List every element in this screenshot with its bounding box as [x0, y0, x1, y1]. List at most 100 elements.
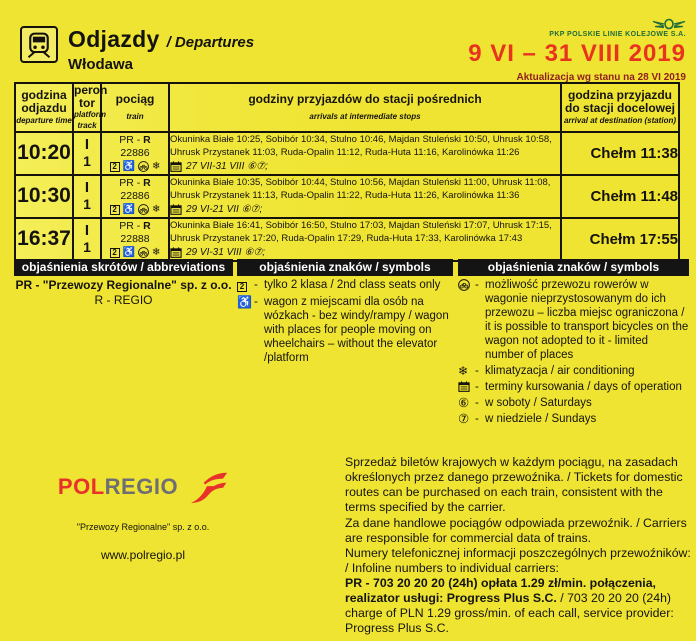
intermediate-stops: Okuninka Białe 10:25, Sobibór 10:34, Stu…: [170, 134, 552, 158]
legend-text: w soboty / Saturdays: [485, 397, 592, 410]
info-carriers: Za dane handlowe pociągów odpowiada prze…: [345, 515, 687, 545]
departure-time: 16:37: [14, 216, 74, 262]
legend-dash: -: [475, 365, 479, 378]
departure-time: 10:30: [14, 173, 74, 219]
train-number: 22888: [120, 233, 150, 246]
destination-arrival: Chełm 11:38: [560, 130, 680, 176]
carrier-company-name: "Przewozy Regionalne" sp. z o.o.: [76, 522, 210, 532]
abbr-pr: PR - "Przewozy Regionalne" sp. z o.o.: [15, 278, 232, 292]
legend-item-second-class: 2 - tylko 2 klasa / 2nd class seats only: [237, 278, 453, 293]
calendar-icon: [458, 380, 475, 394]
second-class-icon: 2: [109, 204, 120, 215]
legend-dash: -: [475, 397, 479, 410]
col-header-track-pl: tor: [79, 95, 95, 110]
platform-value: I: [84, 136, 90, 154]
legend-item-days-of-operation: - terminy kursowania / days of operation: [458, 380, 689, 394]
stops-cell: Okuninka Białe 10:25, Sobibór 10:34, Stu…: [168, 130, 562, 176]
air-conditioning-icon: ❄: [458, 364, 469, 379]
track-value: 1: [83, 238, 91, 255]
second-class-icon: 2: [109, 247, 120, 258]
bicycle-icon: [138, 247, 149, 259]
circled-six-icon: ⑥: [458, 396, 470, 411]
page-title: Odjazdy: [68, 26, 160, 52]
wheelchair-icon: ♿: [237, 295, 252, 310]
col-header-train: pociąg train: [100, 82, 170, 133]
polregio-bird-icon: [186, 468, 228, 506]
legend-symbols1-header: objaśnienia znaków / symbols: [237, 259, 453, 276]
track-value: 1: [83, 195, 91, 212]
wheelchair-icon: ♿: [122, 203, 136, 215]
carrier-website: www.polregio.pl: [100, 548, 186, 562]
train-category: R: [143, 220, 151, 233]
legend-item-saturdays: ⑥ - w soboty / Saturdays: [458, 396, 689, 410]
table-row: 10:30 I 1 PR - R 22886 2 ♿ ❄ Okuninka Bi…: [14, 173, 680, 219]
station-name: Włodawa: [68, 56, 134, 73]
legend-text: wagon z miejscami dla osób na wózkach - …: [264, 296, 449, 365]
legend-text: terminy kursowania / days of operation: [485, 381, 682, 394]
legend-symbols2-header: objaśnienia znaków / symbols: [458, 259, 689, 276]
col-header-platform-en: platform: [74, 110, 106, 120]
train-category: R: [143, 134, 151, 147]
col-header-train-pl: pociąg: [115, 91, 155, 106]
legend-text: tylko 2 klasa / 2nd class seats only: [264, 279, 441, 291]
validity-date-range: 9 VI – 31 VIII 2019: [468, 40, 686, 67]
intermediate-stops: Okuninka Białe 16:41, Sobibór 16:50, Stu…: [170, 220, 552, 244]
logo-regio: REGIO: [104, 474, 179, 499]
calendar-icon: [170, 247, 182, 258]
polregio-wordmark: POLREGIO: [58, 474, 178, 500]
logo-pol: POL: [57, 474, 105, 499]
legend-dash: -: [475, 381, 479, 394]
legend-dash: -: [475, 413, 479, 426]
train-category: R: [143, 177, 151, 190]
col-header-train-en: train: [126, 112, 144, 122]
train-carrier: PR -: [119, 220, 144, 233]
legend-text: możliwość przewozu rowerów w wagonie nie…: [485, 279, 689, 362]
pkp-winged-wheel-icon: [652, 18, 686, 30]
header-titles: Odjazdy / Departures Włodawa: [68, 26, 254, 73]
legend-abbreviations: objaśnienia skrótów / abbreviations PR -…: [14, 259, 233, 307]
platform-track-cell: I 1: [72, 216, 102, 262]
destination-arrival: Chełm 17:55: [560, 216, 680, 262]
legend-dash: -: [254, 279, 258, 291]
col-header-time-pl: godzina odjazdu: [21, 88, 67, 115]
col-header-departure-time: godzina odjazdu departure time: [14, 82, 74, 133]
polregio-logo-block: POLREGIO "Przewozy Regionalne" sp. z o.o…: [38, 468, 248, 562]
col-header-time-en: departure time: [16, 115, 72, 125]
update-note: Aktualizacja wg stanu na 28 VI 2019: [516, 72, 686, 83]
bicycle-icon: [138, 161, 149, 173]
wheelchair-icon: ♿: [122, 160, 136, 172]
platform-value: I: [84, 222, 90, 240]
info-phone-pl: PR - 703 20 20 20 (24h) opłata 1.29 zł/m…: [345, 576, 656, 606]
table-row: 16:37 I 1 PR - R 22888 2 ♿ ❄ Okuninka Bi…: [14, 216, 680, 262]
air-conditioning-icon: ❄: [152, 246, 161, 258]
legend-text: w niedziele / Sundays: [485, 413, 597, 426]
table-header-row: godzina odjazdu departure time peron tor…: [14, 82, 680, 133]
header-left: Odjazdy / Departures Włodawa: [20, 26, 254, 73]
col-header-destination: godzina przyjazdu do stacji docelowej ar…: [560, 82, 680, 133]
air-conditioning-icon: ❄: [152, 160, 161, 172]
legend-text: klimatyzacja / air conditioning: [485, 365, 635, 378]
train-icon: [20, 26, 58, 63]
bicycle-icon: [138, 204, 149, 216]
track-value: 1: [83, 152, 91, 169]
platform-value: I: [84, 179, 90, 197]
departures-table: godzina odjazdu departure time peron tor…: [14, 82, 680, 262]
col-header-stops-en: arrivals at intermediate stops: [309, 112, 421, 122]
days-of-operation: 29 VI-31 VIII ⑥⑦;: [186, 247, 266, 259]
wheelchair-icon: ♿: [122, 246, 136, 258]
legend-item-sundays: ⑦ - w niedziele / Sundays: [458, 412, 689, 426]
bicycle-icon: [458, 278, 475, 362]
train-cell: PR - R 22888 2 ♿ ❄: [100, 216, 170, 262]
footer-info-text: Sprzedaż biletów krajowych w każdym poci…: [345, 455, 693, 637]
legend-symbols-2: objaśnienia znaków / symbols - możliwość…: [458, 259, 689, 426]
destination-arrival: Chełm 11:48: [560, 173, 680, 219]
stops-cell: Okuninka Białe 16:41, Sobibór 16:50, Stu…: [168, 216, 562, 262]
info-phone: PR - 703 20 20 20 (24h) opłata 1.29 zł/m…: [345, 576, 693, 637]
days-of-operation: 29 VI-21 VII ⑥⑦;: [186, 204, 263, 216]
info-phone-en: / 703 20 20 20 (24h) charge of PLN 1.29 …: [345, 591, 674, 636]
train-cell: PR - R 22886 2 ♿ ❄: [100, 130, 170, 176]
col-header-platform-track: peron tor platform track: [72, 82, 107, 133]
table-row: 10:20 I 1 PR - R 22886 2 ♿ ❄ Okuninka Bi…: [14, 130, 680, 176]
header-right: PKP POLSKIE LINIE KOLEJOWE S.A. 9 VI – 3…: [468, 18, 686, 83]
intermediate-stops: Okuninka Białe 10:35, Sobibór 10:44, Stu…: [170, 177, 551, 201]
